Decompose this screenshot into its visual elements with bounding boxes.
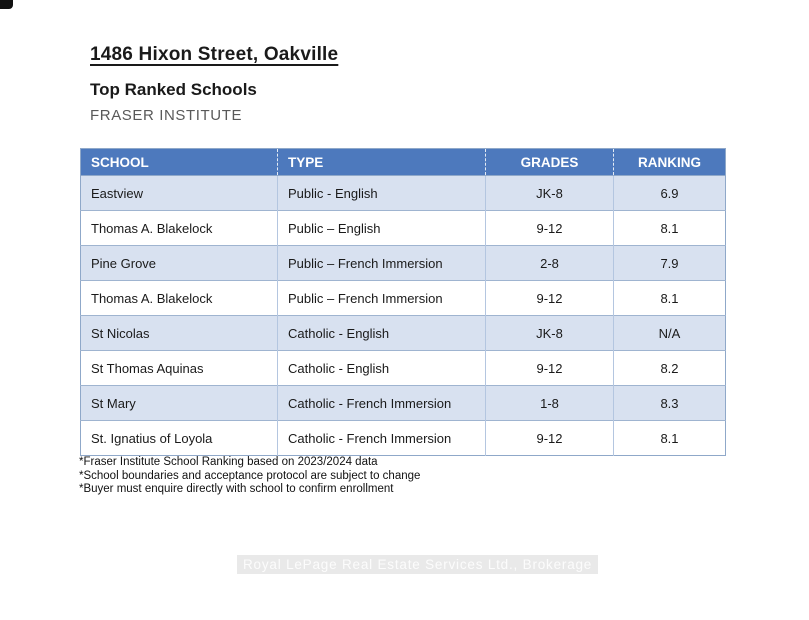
cell-type: Catholic - English — [277, 350, 486, 386]
cell-school: St Nicolas — [80, 315, 278, 351]
cell-type: Catholic - English — [277, 315, 486, 351]
page-title: 1486 Hixon Street, Oakville — [90, 44, 339, 65]
cell-school: Pine Grove — [80, 245, 278, 281]
cell-type: Public – French Immersion — [277, 280, 486, 316]
cell-school: Thomas A. Blakelock — [80, 280, 278, 316]
cell-grades: 1-8 — [485, 385, 614, 421]
cell-grades: JK-8 — [485, 175, 614, 211]
cell-ranking: N/A — [613, 315, 726, 351]
cell-type: Public – French Immersion — [277, 245, 486, 281]
cell-grades: 9-12 — [485, 280, 614, 316]
cell-type: Public – English — [277, 210, 486, 246]
footnote-line: *School boundaries and acceptance protoc… — [79, 469, 421, 482]
subtitle: Top Ranked Schools — [90, 80, 257, 99]
cell-school: St Mary — [80, 385, 278, 421]
cell-ranking: 8.1 — [613, 420, 726, 456]
corner-artifact — [0, 0, 13, 9]
cell-ranking: 8.1 — [613, 280, 726, 316]
table-row: Eastview Public - English JK-8 6.9 — [80, 175, 726, 211]
cell-grades: JK-8 — [485, 315, 614, 351]
cell-ranking: 6.9 — [613, 175, 726, 211]
footnotes: *Fraser Institute School Ranking based o… — [79, 456, 420, 497]
column-header-type: TYPE — [277, 148, 486, 176]
table-row: Pine Grove Public – French Immersion 2-8… — [80, 245, 726, 281]
document-header: 1486 Hixon Street, Oakville Top Ranked S… — [90, 44, 338, 124]
cell-school: St. Ignatius of Loyola — [80, 420, 278, 456]
schools-table: SCHOOL TYPE GRADES RANKING Eastview Publ… — [80, 148, 726, 456]
cell-ranking: 8.1 — [613, 210, 726, 246]
cell-type: Catholic - French Immersion — [277, 385, 486, 421]
cell-school: Thomas A. Blakelock — [80, 210, 278, 246]
brokerage-watermark: Royal LePage Real Estate Services Ltd., … — [237, 555, 599, 574]
footnote-line: *Fraser Institute School Ranking based o… — [79, 456, 378, 468]
column-header-ranking: RANKING — [613, 148, 726, 176]
source-label: FRASER INSTITUTE — [90, 107, 243, 124]
table-row: St Thomas Aquinas Catholic - English 9-1… — [80, 350, 726, 386]
cell-ranking: 8.2 — [613, 350, 726, 386]
cell-type: Catholic - French Immersion — [277, 420, 486, 456]
table-row: St. Ignatius of Loyola Catholic - French… — [80, 420, 726, 456]
table-row: Thomas A. Blakelock Public – English 9-1… — [80, 210, 726, 246]
table-row: St Nicolas Catholic - English JK-8 N/A — [80, 315, 726, 351]
cell-type: Public - English — [277, 175, 486, 211]
cell-grades: 9-12 — [485, 420, 614, 456]
table-row: St Mary Catholic - French Immersion 1-8 … — [80, 385, 726, 421]
column-header-school: SCHOOL — [80, 148, 278, 176]
footnote-line: *Buyer must enquire directly with school… — [79, 483, 394, 495]
column-header-grades: GRADES — [485, 148, 614, 176]
cell-ranking: 7.9 — [613, 245, 726, 281]
table-header-row: SCHOOL TYPE GRADES RANKING — [80, 148, 726, 176]
cell-grades: 9-12 — [485, 210, 614, 246]
cell-grades: 9-12 — [485, 350, 614, 386]
cell-school: St Thomas Aquinas — [80, 350, 278, 386]
table-row: Thomas A. Blakelock Public – French Imme… — [80, 280, 726, 316]
cell-grades: 2-8 — [485, 245, 614, 281]
cell-ranking: 8.3 — [613, 385, 726, 421]
cell-school: Eastview — [80, 175, 278, 211]
